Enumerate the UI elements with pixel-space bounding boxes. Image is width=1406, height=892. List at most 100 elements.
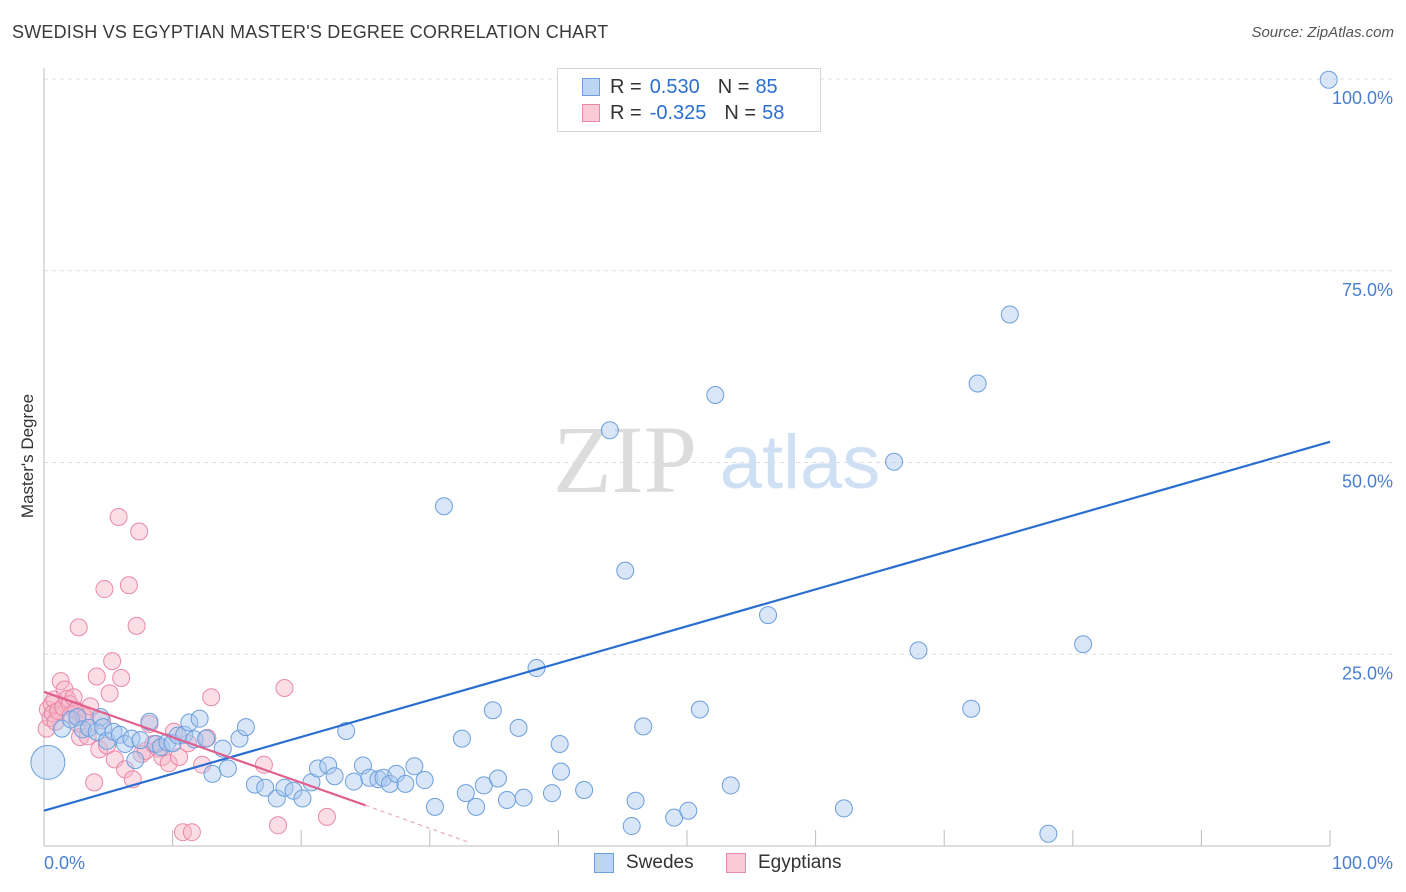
swedes-swatch: [582, 78, 600, 96]
egyptians-point: [37, 719, 56, 738]
swedes-point: [706, 386, 725, 405]
swedes-point: [1319, 70, 1338, 89]
swedes-point: [152, 738, 171, 757]
legend-n-label: N =: [717, 75, 750, 98]
legend-n-label: N =: [724, 101, 757, 124]
swedes-point: [94, 718, 113, 737]
swedes-point: [284, 781, 303, 800]
swedes-point: [344, 772, 363, 791]
swedes-point: [360, 768, 379, 787]
chart-title: SWEDISH VS EGYPTIAN MASTER'S DEGREE CORR…: [12, 22, 609, 42]
x-tick-label: 100.0%: [1332, 853, 1393, 873]
swedes-points: [30, 70, 1338, 843]
egyptians-point: [46, 712, 65, 731]
legend-r-value: 0.530: [649, 75, 700, 98]
egyptians-point: [112, 669, 131, 688]
swedes-point: [396, 774, 415, 793]
egyptians-point: [95, 580, 114, 599]
egyptians-point: [87, 667, 106, 686]
swedes-point: [337, 721, 356, 740]
y-tick-label: 25.0%: [1342, 663, 1393, 683]
axes: [43, 68, 1331, 847]
egyptians-point: [116, 760, 135, 779]
swedes-point: [131, 731, 150, 750]
legend-item-egyptians[interactable]: Egyptians: [726, 852, 841, 874]
legend-r-label: R =: [610, 75, 642, 98]
swedes-trend-line: [43, 440, 1331, 812]
egyptians-point: [173, 823, 192, 842]
egyptians-point: [202, 688, 221, 707]
swedes-point: [30, 744, 66, 780]
swedes-point: [600, 421, 619, 440]
legend-item-swedes[interactable]: Swedes: [594, 852, 694, 874]
swedes-point: [634, 717, 653, 736]
egyptians-swatch: [582, 104, 600, 122]
swedes-point: [452, 729, 471, 748]
swedes-point: [509, 718, 528, 737]
gridlines: [44, 78, 1395, 655]
swedes-point: [1039, 824, 1058, 843]
egyptians-point: [67, 701, 86, 720]
swedes-point: [126, 751, 145, 770]
swedes-point: [308, 759, 327, 778]
swedes-point: [380, 774, 399, 793]
swedes-point: [405, 757, 424, 776]
swedes-point: [387, 764, 406, 783]
swedes-swatch: [594, 853, 614, 873]
swedes-point: [679, 801, 698, 820]
egyptians-point: [109, 507, 128, 526]
swedes-point: [180, 713, 199, 732]
swedes-point: [122, 729, 141, 748]
egyptians-point: [100, 684, 119, 703]
swedes-point: [497, 790, 516, 809]
egyptians-swatch: [726, 853, 746, 873]
source-label: Source: ZipAtlas.com: [1251, 24, 1394, 41]
swedes-point: [550, 734, 569, 753]
swedes-point: [73, 720, 92, 739]
egyptians-point: [119, 576, 138, 595]
swedes-point: [575, 781, 594, 800]
swedes-point: [158, 733, 177, 752]
swedes-point: [140, 712, 159, 731]
swedes-label: Swedes: [626, 852, 694, 873]
egyptians-point: [159, 754, 178, 773]
tick-labels: 25.0% 50.0% 75.0% 100.0% 0.0% 100.0%: [44, 88, 1393, 873]
swedes-point: [456, 784, 475, 803]
swedes-point: [203, 764, 222, 783]
swedes-point: [319, 756, 338, 775]
swedes-point: [690, 700, 709, 719]
y-axis-label: Master's Degree: [18, 394, 37, 518]
swedes-point: [909, 641, 928, 660]
egyptians-point: [103, 652, 122, 671]
y-tick-label: 100.0%: [1332, 88, 1393, 108]
egyptians-point: [269, 816, 288, 835]
swedes-point: [256, 778, 275, 797]
swedes-point: [218, 759, 237, 778]
swedes-point: [616, 561, 635, 580]
watermark: ZIP atlas: [553, 406, 880, 513]
trend-lines: [43, 440, 1331, 843]
egyptians-point: [182, 823, 201, 842]
swedes-point: [467, 797, 486, 816]
swedes-point: [834, 799, 853, 818]
egyptians-point: [127, 616, 146, 635]
swedes-point: [293, 789, 312, 808]
egyptians-point: [275, 678, 294, 697]
egyptians-point: [198, 728, 217, 747]
swedes-point: [230, 729, 249, 748]
egyptians-points: [37, 507, 336, 842]
swedes-point: [110, 725, 129, 744]
swedes-point: [425, 797, 444, 816]
swedes-point: [968, 374, 987, 393]
swedes-point: [551, 762, 570, 781]
correlation-legend: R = 0.530 N = 85 R = -0.325 N = 58: [557, 68, 821, 132]
swedes-point: [53, 719, 72, 738]
egyptians-point: [69, 618, 88, 637]
swedes-point: [885, 452, 904, 471]
legend-r-label: R =: [610, 101, 642, 124]
watermark-atlas: atlas: [720, 420, 881, 505]
legend-n-value: 85: [755, 75, 778, 98]
swedes-point: [483, 701, 502, 720]
swedes-point: [245, 775, 264, 794]
